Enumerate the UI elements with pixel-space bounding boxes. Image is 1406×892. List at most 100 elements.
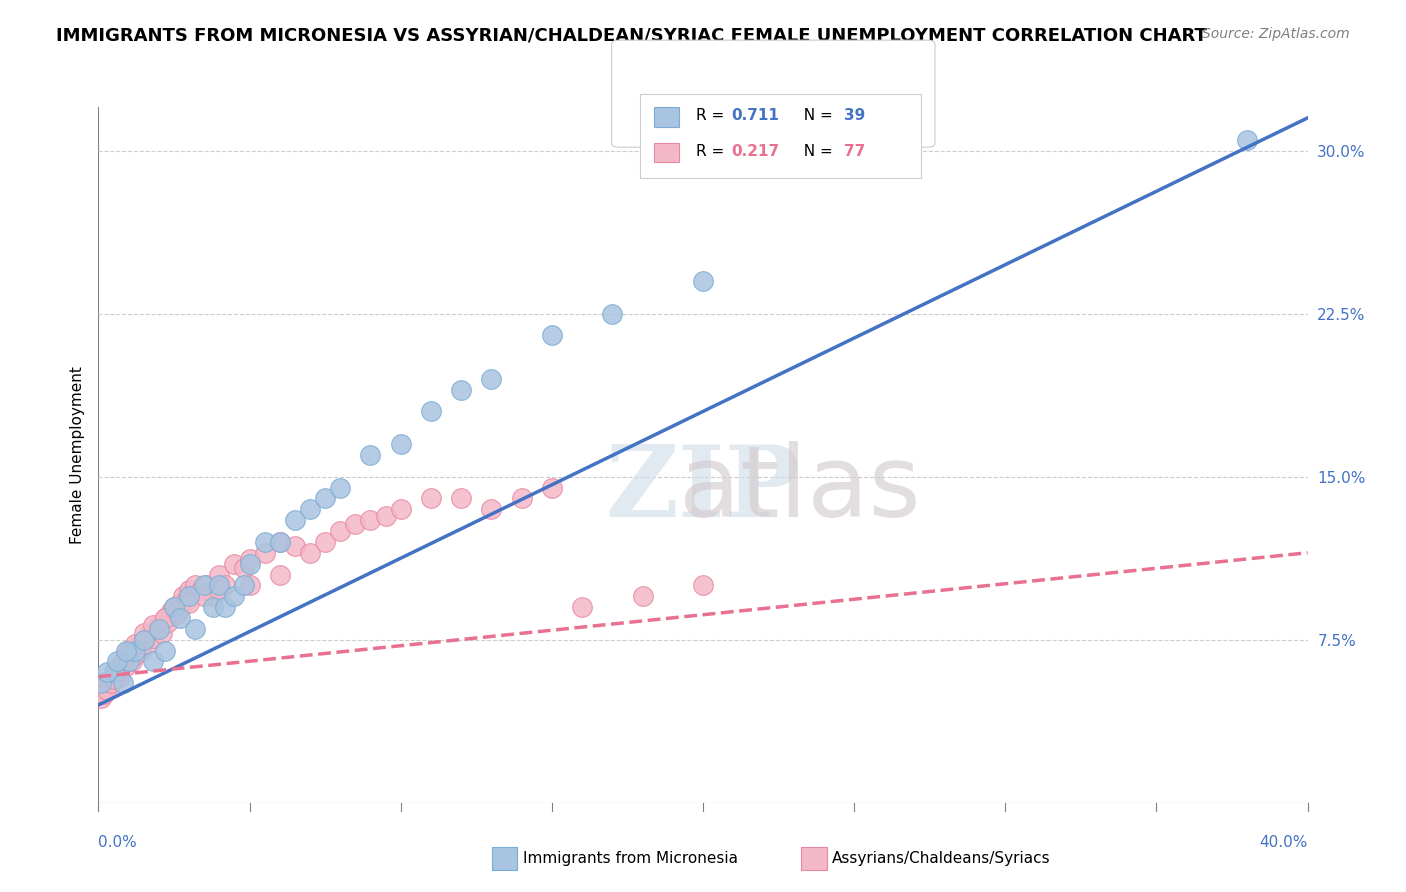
Point <box>124 648 146 662</box>
Text: atlas: atlas <box>679 442 921 538</box>
Point <box>374 508 396 523</box>
Point <box>148 622 170 636</box>
Point <box>96 682 118 697</box>
Point <box>124 643 146 657</box>
Point <box>118 643 141 657</box>
Text: R =: R = <box>696 145 730 159</box>
Point <box>142 655 165 669</box>
Point <box>139 626 162 640</box>
Point <box>163 600 186 615</box>
Point <box>419 404 441 418</box>
Point <box>329 524 352 538</box>
Point <box>692 578 714 592</box>
Point <box>172 589 194 603</box>
Point <box>153 611 176 625</box>
Point <box>269 535 291 549</box>
Point <box>329 481 352 495</box>
Point <box>148 617 170 632</box>
Point <box>1236 133 1258 147</box>
Text: Immigrants from Micronesia: Immigrants from Micronesia <box>523 851 738 865</box>
Point <box>299 502 322 516</box>
Text: 0.217: 0.217 <box>731 145 779 159</box>
Point <box>224 589 246 603</box>
Point <box>93 682 115 697</box>
Point <box>314 535 336 549</box>
Text: ZIP: ZIP <box>606 442 800 538</box>
Point <box>208 578 231 592</box>
Point <box>253 535 276 549</box>
Point <box>160 605 183 619</box>
Point <box>253 546 276 560</box>
Point <box>132 632 155 647</box>
Text: 39: 39 <box>844 109 865 123</box>
Point <box>142 631 165 645</box>
Point <box>142 617 165 632</box>
Point <box>153 643 176 657</box>
Point <box>96 665 118 680</box>
Point <box>602 307 624 321</box>
Point <box>419 491 441 506</box>
Point <box>93 687 115 701</box>
Point <box>111 655 134 669</box>
Point <box>100 672 122 686</box>
Point <box>90 676 112 690</box>
Point <box>132 632 155 647</box>
Point <box>284 513 307 527</box>
Text: IMMIGRANTS FROM MICRONESIA VS ASSYRIAN/CHALDEAN/SYRIAC FEMALE UNEMPLOYMENT CORRE: IMMIGRANTS FROM MICRONESIA VS ASSYRIAN/C… <box>56 27 1208 45</box>
Point <box>510 491 533 506</box>
Point <box>232 561 254 575</box>
Text: 77: 77 <box>844 145 865 159</box>
Point <box>239 578 262 592</box>
Point <box>208 567 231 582</box>
Point <box>692 274 714 288</box>
Point <box>103 665 125 680</box>
Point <box>153 611 176 625</box>
Point <box>105 661 128 675</box>
Point <box>360 448 382 462</box>
Text: Source: ZipAtlas.com: Source: ZipAtlas.com <box>1202 27 1350 41</box>
Text: R =: R = <box>696 109 730 123</box>
Point <box>450 383 472 397</box>
Point <box>844 144 866 158</box>
Point <box>169 596 191 610</box>
Point <box>108 670 131 684</box>
Point <box>239 557 262 571</box>
Point <box>299 546 322 560</box>
Point <box>118 655 141 669</box>
Point <box>202 600 225 615</box>
Point <box>344 517 367 532</box>
Point <box>90 691 112 706</box>
Point <box>481 372 503 386</box>
Point <box>269 535 291 549</box>
Point <box>177 582 201 597</box>
Point <box>124 637 146 651</box>
Point <box>103 672 125 686</box>
Point <box>450 491 472 506</box>
Point <box>105 655 128 669</box>
Point <box>208 582 231 597</box>
Point <box>169 611 191 625</box>
Point <box>190 582 212 597</box>
Point <box>105 665 128 680</box>
Point <box>193 589 215 603</box>
Point <box>156 615 179 630</box>
Point <box>360 513 382 527</box>
Point <box>184 622 207 636</box>
Text: 0.711: 0.711 <box>731 109 779 123</box>
Point <box>389 502 412 516</box>
Point <box>540 328 562 343</box>
Point <box>114 648 136 662</box>
Point <box>111 655 134 669</box>
Point <box>224 557 246 571</box>
Point <box>96 676 118 690</box>
Point <box>284 539 307 553</box>
Point <box>631 589 654 603</box>
Point <box>103 665 125 680</box>
Point <box>184 578 207 592</box>
Text: Assyrians/Chaldeans/Syriacs: Assyrians/Chaldeans/Syriacs <box>832 851 1050 865</box>
Point <box>177 596 201 610</box>
Point <box>118 643 141 657</box>
Point <box>540 481 562 495</box>
Point <box>214 578 236 592</box>
Point <box>132 626 155 640</box>
